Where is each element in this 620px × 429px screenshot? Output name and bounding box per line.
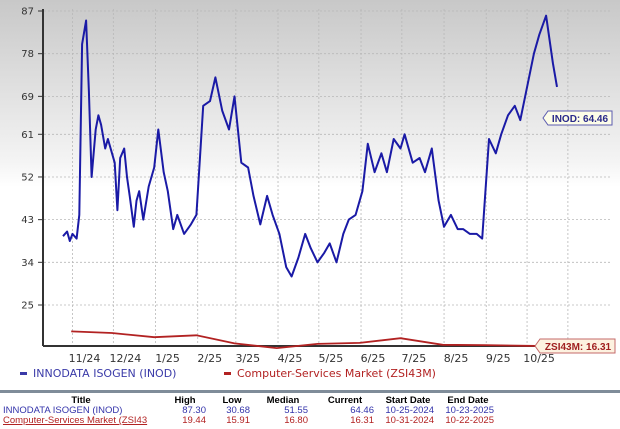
row-end-date: 10-22-2025 — [445, 415, 494, 426]
svg-text:12/24: 12/24 — [110, 352, 142, 365]
inod-line — [62, 14, 558, 278]
col-current: Current — [327, 395, 363, 406]
legend-swatch-inod — [20, 371, 27, 375]
svg-text:52: 52 — [21, 172, 34, 183]
row-low: 15.91 — [226, 415, 250, 426]
price-chart: 87 78 69 61 52 43 34 25 11/24 12/24 1/25 2/25 3/25 4… — [0, 0, 620, 365]
inod-callout-label: INOD: 64.46 — [552, 114, 609, 125]
col-median: Median — [266, 395, 300, 406]
stats-header-row: Title High Low Median Current Start Date… — [2, 396, 498, 406]
row-high: 87.30 — [182, 405, 206, 416]
separator — [0, 390, 620, 393]
row-low: 30.68 — [226, 405, 250, 416]
zsi43m-line — [71, 330, 556, 350]
svg-text:25: 25 — [21, 301, 34, 312]
svg-text:10/25: 10/25 — [523, 352, 555, 365]
zsi-callout-label: ZSI43M: 16.31 — [545, 342, 612, 353]
svg-text:61: 61 — [21, 130, 34, 141]
table-row: Computer-Services Market (ZSI43 19.44 15… — [2, 416, 498, 426]
col-high: High — [174, 395, 196, 406]
plot-background — [0, 0, 620, 360]
y-axis-ticks: 87 78 69 61 52 43 34 25 — [21, 7, 43, 312]
svg-text:5/25: 5/25 — [318, 352, 343, 365]
legend-item-inod[interactable]: INNODATA ISOGEN (INOD) — [20, 367, 176, 380]
svg-text:9/25: 9/25 — [486, 352, 511, 365]
svg-text:43: 43 — [21, 215, 34, 226]
svg-text:1/25: 1/25 — [155, 352, 180, 365]
row-high: 19.44 — [182, 415, 206, 426]
row-current: 16.31 — [350, 415, 374, 426]
legend-label-zsi: Computer-Services Market (ZSI43M) — [237, 367, 436, 380]
svg-text:8/25: 8/25 — [444, 352, 469, 365]
svg-text:11/24: 11/24 — [69, 352, 101, 365]
svg-text:34: 34 — [21, 258, 34, 269]
chart-legend: INNODATA ISOGEN (INOD) Computer-Services… — [0, 367, 620, 383]
col-title: Title — [71, 395, 91, 406]
stats-table: Title High Low Median Current Start Date… — [2, 396, 498, 426]
col-low: Low — [222, 395, 242, 406]
table-row: INNODATA ISOGEN (INOD) 87.30 30.68 51.55… — [2, 406, 498, 416]
legend-swatch-zsi — [224, 371, 231, 375]
svg-text:69: 69 — [21, 92, 34, 103]
row-start-date: 10-31-2024 — [385, 415, 434, 426]
svg-text:3/25: 3/25 — [235, 352, 260, 365]
svg-text:6/25: 6/25 — [361, 352, 386, 365]
row-title-link[interactable]: Computer-Services Market (ZSI43 — [3, 415, 148, 426]
svg-text:78: 78 — [21, 49, 34, 60]
row-end-date: 10-23-2025 — [445, 405, 494, 416]
svg-text:2/25: 2/25 — [197, 352, 222, 365]
row-title: INNODATA ISOGEN (INOD) — [3, 405, 123, 416]
row-current: 64.46 — [350, 405, 374, 416]
legend-label-inod: INNODATA ISOGEN (INOD) — [33, 367, 177, 380]
legend-item-zsi[interactable]: Computer-Services Market (ZSI43M) — [224, 367, 436, 380]
row-median: 51.55 — [284, 405, 308, 416]
row-median: 16.80 — [284, 415, 308, 426]
svg-text:7/25: 7/25 — [402, 352, 427, 365]
svg-text:4/25: 4/25 — [278, 352, 303, 365]
svg-text:87: 87 — [21, 7, 34, 18]
zsi-callout: ZSI43M: 16.31 — [534, 338, 616, 354]
col-end-date: End Date — [447, 395, 489, 406]
row-start-date: 10-25-2024 — [385, 405, 434, 416]
x-axis-ticks: 11/24 12/24 1/25 2/25 3/25 4/25 5/25 6/25 7/25 8/… — [69, 352, 555, 365]
col-start-date: Start Date — [385, 395, 431, 406]
inod-callout: INOD: 64.46 — [542, 110, 613, 126]
